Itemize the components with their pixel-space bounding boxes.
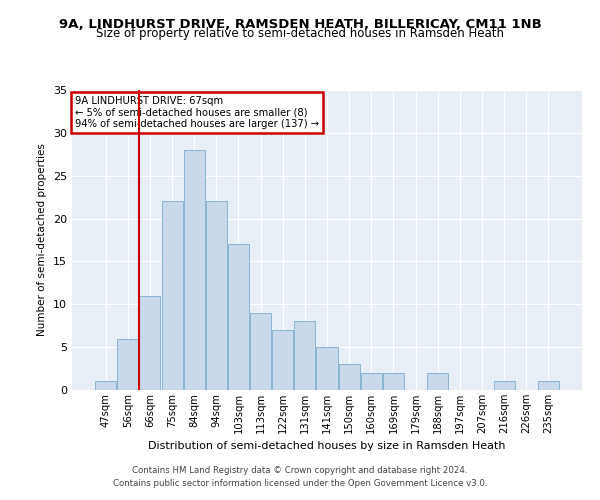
Bar [118,338,139,390]
Y-axis label: Number of semi-detached properties: Number of semi-detached properties [37,144,47,336]
Bar [95,382,116,390]
Bar [206,202,227,390]
X-axis label: Distribution of semi-detached houses by size in Ramsden Heath: Distribution of semi-detached houses by … [148,442,506,452]
Text: 9A, LINDHURST DRIVE, RAMSDEN HEATH, BILLERICAY, CM11 1NB: 9A, LINDHURST DRIVE, RAMSDEN HEATH, BILL… [59,18,541,30]
Bar [139,296,160,390]
Bar [184,150,205,390]
Text: Contains HM Land Registry data © Crown copyright and database right 2024.
Contai: Contains HM Land Registry data © Crown c… [113,466,487,487]
Bar [383,373,404,390]
Bar [250,313,271,390]
Bar [427,373,448,390]
Text: 9A LINDHURST DRIVE: 67sqm
← 5% of semi-detached houses are smaller (8)
94% of se: 9A LINDHURST DRIVE: 67sqm ← 5% of semi-d… [74,96,319,129]
Bar [295,322,316,390]
Bar [228,244,249,390]
Bar [494,382,515,390]
Bar [272,330,293,390]
Bar [161,202,182,390]
Bar [338,364,359,390]
Bar [361,373,382,390]
Bar [316,347,338,390]
Text: Size of property relative to semi-detached houses in Ramsden Heath: Size of property relative to semi-detach… [96,28,504,40]
Bar [538,382,559,390]
